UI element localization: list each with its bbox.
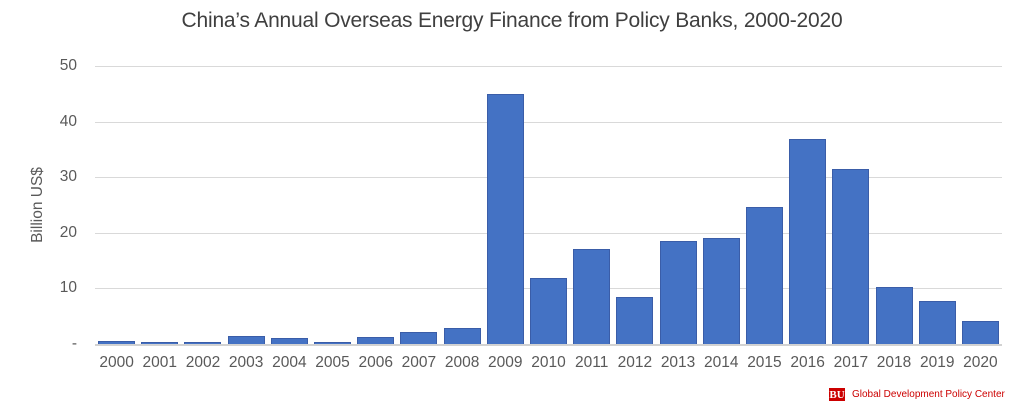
bar-2020 — [961, 320, 999, 344]
y-tick-label-30: 30 — [59, 168, 77, 186]
gridline-50 — [95, 66, 1002, 67]
bar-2013 — [659, 240, 697, 344]
bu-gdp-center-logo: BU Global Development Policy Center — [828, 387, 1005, 402]
bar-2014 — [702, 238, 740, 344]
x-tick-label-2020: 2020 — [963, 354, 998, 371]
x-tick-label-2010: 2010 — [531, 354, 566, 371]
chart-title: China’s Annual Overseas Energy Finance f… — [181, 9, 843, 32]
bar-2008 — [443, 328, 481, 344]
x-tick-label-2000: 2000 — [99, 354, 134, 371]
x-tick-label-2018: 2018 — [876, 354, 912, 371]
bar-2006 — [357, 337, 395, 344]
bar-2016 — [789, 139, 827, 344]
x-tick-label-2008: 2008 — [444, 354, 480, 371]
y-tick-label-40: 40 — [59, 112, 77, 130]
bar-2007 — [400, 332, 438, 344]
bar-2011 — [573, 249, 611, 344]
x-tick-label-2002: 2002 — [185, 354, 221, 371]
y-tick-label-20: 20 — [59, 223, 77, 241]
bar-2010 — [530, 278, 567, 344]
bar-2004 — [270, 338, 308, 344]
bar-2015 — [745, 207, 783, 344]
x-tick-label-2011: 2011 — [575, 354, 609, 371]
bar-2009 — [486, 94, 524, 344]
gridline-40 — [95, 121, 1002, 123]
bar-2002 — [184, 341, 222, 344]
gridline-30 — [95, 177, 1002, 179]
y-tick-label-0: - — [71, 335, 77, 352]
bar-2001 — [141, 341, 179, 344]
bar-2012 — [616, 296, 654, 344]
x-tick-label-2009: 2009 — [488, 354, 523, 371]
y-tick-label-10: 10 — [59, 279, 77, 297]
x-tick-label-2015: 2015 — [747, 354, 782, 371]
x-tick-label-2005: 2005 — [315, 354, 350, 371]
x-tick-label-2019: 2019 — [919, 354, 955, 371]
x-tick-label-2017: 2017 — [833, 354, 869, 371]
x-tick-label-2006: 2006 — [358, 354, 393, 371]
bar-2003 — [227, 336, 265, 344]
plot-area — [95, 66, 1002, 346]
x-tick-label-2013: 2013 — [660, 354, 696, 371]
y-axis-tick-labels: - 10 20 30 40 50 — [0, 57, 77, 352]
bar-2019 — [918, 300, 956, 344]
bu-logo-icon: BU — [828, 387, 846, 402]
bar-2017 — [832, 169, 870, 344]
x-tick-label-2016: 2016 — [790, 354, 825, 371]
bar-2005 — [314, 341, 352, 344]
x-tick-label-2014: 2014 — [704, 354, 739, 371]
x-tick-label-2003: 2003 — [228, 354, 264, 371]
bar-2018 — [875, 286, 913, 344]
x-tick-label-2001: 2001 — [142, 354, 178, 371]
gridline-20 — [95, 232, 1002, 234]
bar-2000 — [98, 341, 136, 344]
x-tick-label-2004: 2004 — [272, 354, 307, 371]
x-tick-label-2007: 2007 — [401, 354, 437, 371]
x-axis-tick-labels: 2000 2001 2002 2003 2004 2005 2006 2007 2008 2009… — [95, 354, 1002, 374]
x-tick-label-2012: 2012 — [617, 354, 653, 371]
y-tick-label-50: 50 — [59, 57, 77, 74]
bu-logo-label: Global Development Policy Center — [852, 389, 1005, 400]
